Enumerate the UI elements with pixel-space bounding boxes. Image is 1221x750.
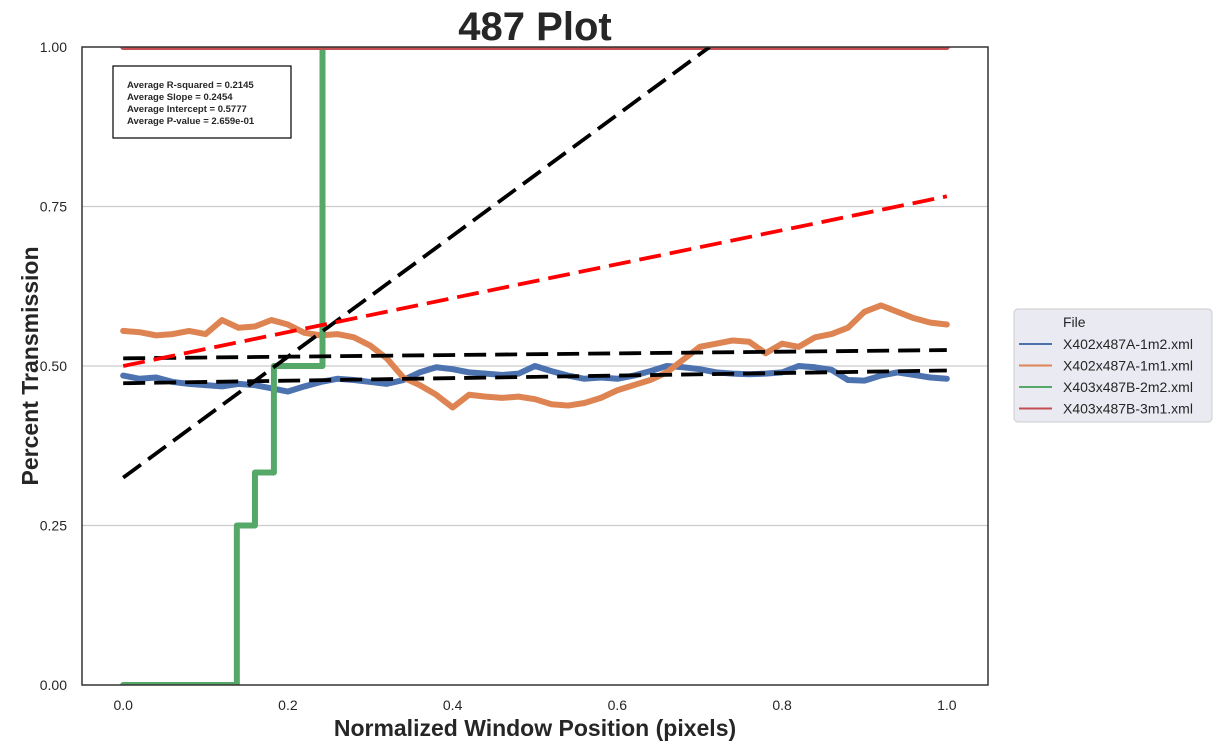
regression-fit-line-3 (122, 47, 711, 480)
legend-label-x402x487a-1m1-xml: X402x487A-1m1.xml (1063, 358, 1193, 374)
regression-fit-line-4 (122, 194, 948, 368)
chart-title: 487 Plot (458, 5, 611, 49)
plot-area (120, 47, 950, 685)
legend: File X402x487A-1m2.xmlX402x487A-1m1.xmlX… (1013, 308, 1213, 423)
stats-line-slope: Average Slope = 0.2454 (127, 92, 233, 103)
x-tick-label: 0.4 (443, 697, 463, 713)
y-tick-label: 0.25 (40, 518, 67, 534)
legend-title: File (1063, 314, 1086, 330)
x-tick-label: 0.6 (608, 697, 628, 713)
x-tick-label: 0.0 (113, 697, 133, 713)
stats-line-intercept: Average Intercept = 0.5777 (127, 104, 247, 115)
x-axis-ticks: 0.0 0.2 0.4 0.6 0.8 1.0 (113, 697, 956, 713)
y-axis-ticks: 0.00 0.25 0.50 0.75 1.00 (40, 39, 67, 693)
regression-fit-line-1 (123, 348, 947, 361)
stats-annotation-box (112, 65, 292, 139)
regression-fit-line-2 (123, 368, 947, 386)
y-tick-label: 1.00 (40, 39, 67, 55)
series-line-x402x487a-1m2-xml (120, 363, 950, 395)
legend-label-x403x487b-2m2-xml: X403x487B-2m2.xml (1063, 379, 1193, 395)
x-tick-label: 0.2 (278, 697, 298, 713)
legend-label-x402x487a-1m2-xml: X402x487A-1m2.xml (1063, 336, 1193, 352)
legend-entries: X402x487A-1m2.xml X402x487A-1m1.xml X403x4… (1019, 336, 1193, 417)
y-tick-label: 0.00 (40, 677, 67, 693)
x-tick-label: 1.0 (937, 697, 957, 713)
x-axis-label: Normalized Window Position (pixels) (334, 715, 736, 741)
legend-label-x403x487b-3m1-xml: X403x487B-3m1.xml (1063, 401, 1193, 417)
series-line-x403x487b-2m2-xml (120, 47, 330, 685)
y-tick-label: 0.75 (40, 199, 67, 215)
y-tick-label: 0.50 (40, 358, 67, 374)
x-tick-label: 0.8 (772, 697, 792, 713)
series-line-x402x487a-1m1-xml (120, 302, 950, 411)
stats-annotation: Average R-squared = 0.2145 Average Slope… (112, 65, 292, 139)
plot-frame (81, 46, 989, 686)
y-axis-label: Percent Transmission (17, 246, 43, 485)
stats-line-p-value: Average P-value = 2.659e-01 (127, 116, 255, 127)
legend-box (1013, 308, 1213, 423)
stats-line-r-squared: Average R-squared = 0.2145 (127, 80, 254, 91)
